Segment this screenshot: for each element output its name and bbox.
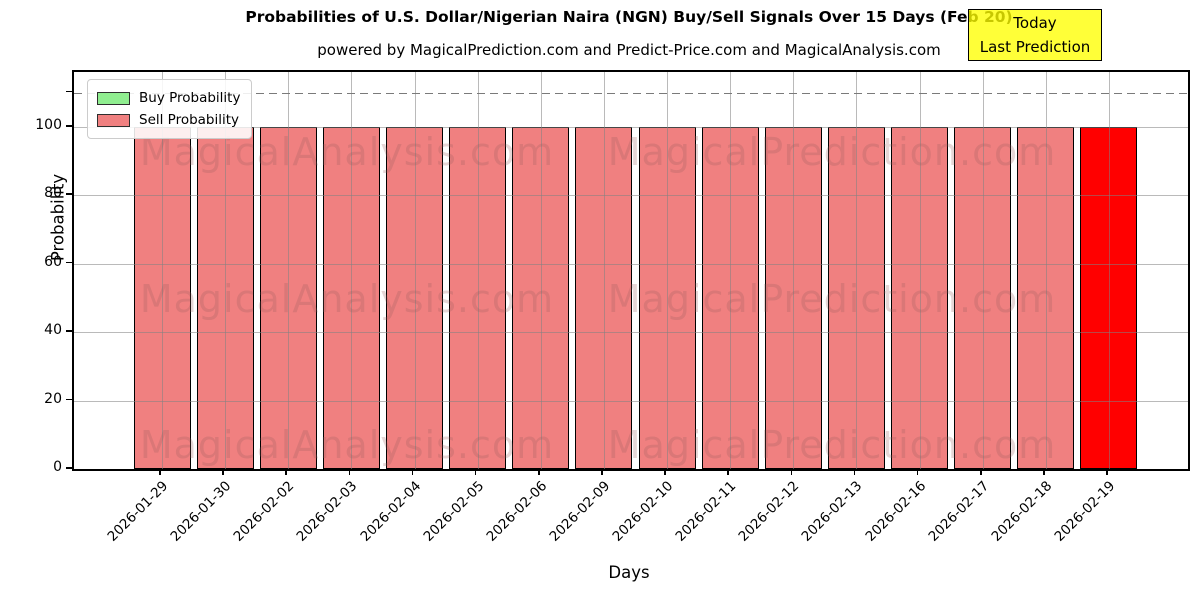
v-gridline [1045, 72, 1047, 469]
v-gridline [225, 72, 227, 469]
x-tick-mark [348, 469, 351, 475]
x-tick-mark [411, 469, 414, 475]
x-tick-mark [285, 469, 288, 475]
legend-label-buy: Buy Probability [139, 90, 241, 106]
x-tick-mark [601, 469, 603, 475]
h-gridline [74, 400, 1188, 402]
v-gridline [730, 72, 732, 469]
dashed-threshold-line [74, 92, 1188, 95]
y-tick-label: 60 [44, 253, 62, 270]
x-tick-mark [790, 469, 793, 475]
y-tick-mark [66, 261, 72, 264]
today-annotation-line2: Last Prediction [979, 38, 1091, 56]
h-gridline [74, 263, 1188, 265]
sell-color-swatch [97, 113, 130, 127]
legend-item-sell: Sell Probability [97, 109, 240, 131]
v-gridline [351, 72, 353, 469]
y-tick-label: 100 [35, 116, 62, 133]
x-tick-mark [1043, 469, 1045, 475]
x-tick-mark [159, 469, 161, 475]
legend-item-buy: Buy Probability [97, 87, 240, 109]
today-annotation-line1: Today [1013, 14, 1057, 32]
h-gridline [74, 126, 1188, 128]
chart-title: Probabilities of U.S. Dollar/Nigerian Na… [245, 8, 1013, 26]
v-gridline [603, 72, 605, 469]
x-tick-mark [727, 469, 729, 475]
v-gridline [162, 72, 163, 469]
v-gridline [856, 72, 858, 469]
v-gridline [1108, 72, 1110, 469]
x-tick-mark [664, 469, 666, 475]
v-gridline [793, 72, 795, 469]
x-tick-mark [853, 469, 856, 475]
y-tick-mark [66, 330, 72, 332]
v-gridline [982, 72, 984, 469]
v-gridline [540, 72, 542, 469]
y-tick-label: 0 [53, 459, 62, 475]
chart-legend: Buy Probability Sell Probability [87, 79, 253, 139]
x-tick-mark [474, 469, 477, 475]
x-tick-mark [916, 469, 919, 475]
y-tick-mark [66, 467, 72, 469]
buy-color-swatch [97, 91, 130, 105]
y-tick-mark [66, 124, 72, 127]
y-tick-mark [66, 193, 72, 195]
x-tick-mark [979, 469, 982, 475]
y-tick-mark [66, 398, 72, 401]
h-gridline [74, 195, 1188, 197]
legend-label-sell: Sell Probability [139, 112, 240, 128]
y-tick-label: 40 [44, 322, 62, 339]
y-tick-mark-unlabeled [66, 90, 72, 93]
x-tick-mark [1106, 469, 1108, 475]
v-gridline [414, 72, 416, 469]
x-tick-mark [537, 469, 540, 475]
y-tick-label: 80 [44, 185, 62, 202]
x-axis-label: Days [608, 563, 650, 582]
h-gridline [74, 332, 1188, 334]
v-gridline [288, 72, 290, 469]
chart-subtitle: powered by MagicalPrediction.com and Pre… [317, 41, 941, 59]
v-gridline [919, 72, 921, 469]
today-annotation: Today Last Prediction [968, 9, 1102, 61]
plot-area: Buy Probability Sell Probability Magical… [72, 70, 1190, 471]
y-tick-label: 20 [44, 390, 62, 407]
v-gridline [477, 72, 479, 469]
v-gridline [667, 72, 669, 469]
x-tick-mark [222, 469, 224, 475]
